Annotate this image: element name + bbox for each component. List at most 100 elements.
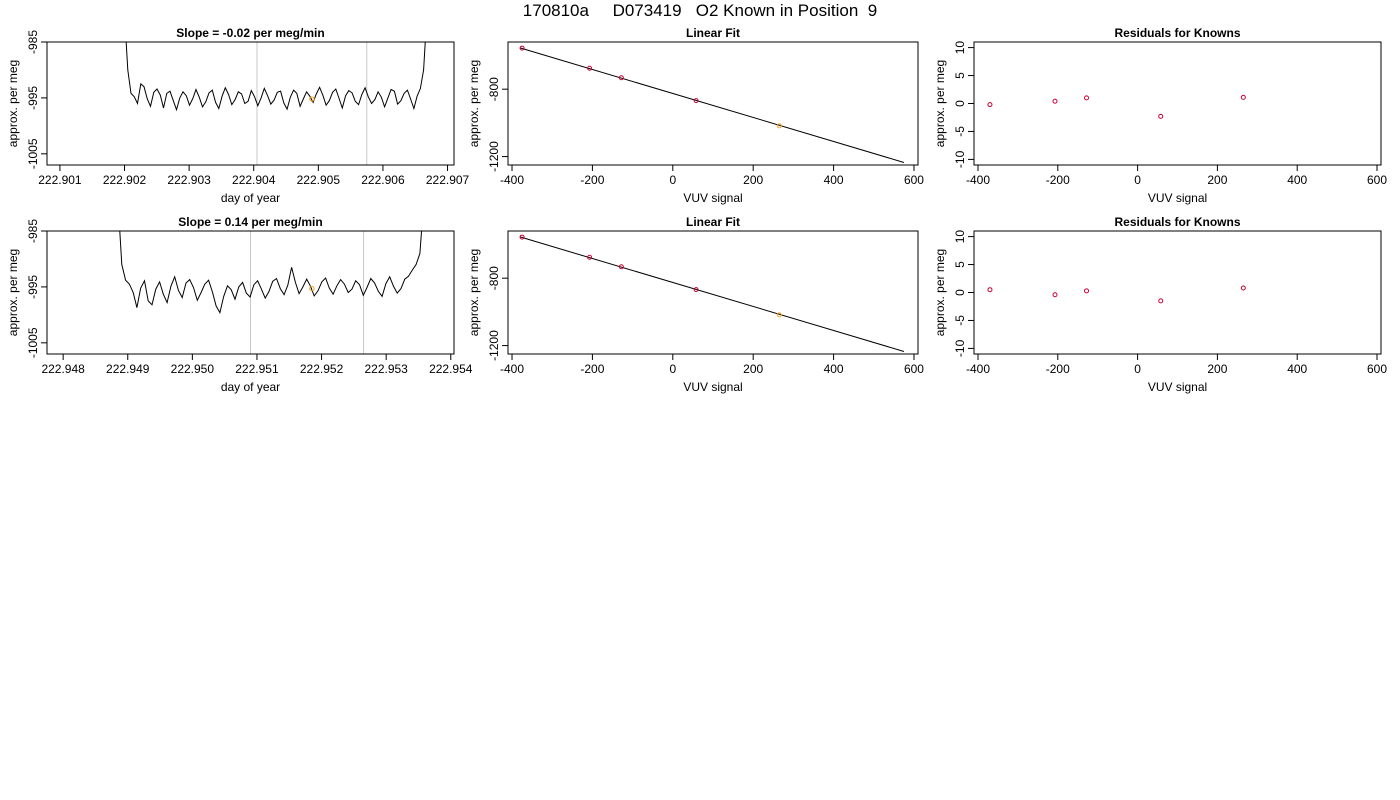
x-tick-label: 400 — [1287, 173, 1307, 187]
x-tick-label: 0 — [1134, 173, 1141, 187]
x-tick-label: 222.906 — [361, 173, 405, 187]
x-tick-label: 222.949 — [106, 362, 150, 376]
plot-area — [519, 45, 905, 163]
chart-title: Linear Fit — [686, 215, 740, 229]
y-tick-label: 0 — [953, 289, 967, 296]
y-tick-label: -800 — [487, 77, 501, 101]
x-tick-label: -400 — [966, 173, 990, 187]
plot-frame — [507, 230, 919, 355]
data-point — [693, 287, 699, 293]
x-tick-label: -200 — [580, 362, 604, 376]
plot-area — [987, 94, 1246, 119]
data-point — [776, 312, 782, 318]
x-axis-label: VUV signal — [683, 380, 742, 394]
x-tick-label: -200 — [1046, 362, 1070, 376]
fit-line — [519, 236, 905, 352]
x-tick-label: 400 — [824, 173, 844, 187]
plot-frame — [46, 230, 455, 355]
y-axis-label: approx. per meg — [6, 249, 20, 336]
data-point — [618, 264, 624, 270]
data-point — [1240, 285, 1246, 291]
y-tick-label: -5 — [953, 315, 967, 326]
y-tick-label: 5 — [953, 72, 967, 79]
y-tick-label: 10 — [953, 230, 967, 244]
x-tick-label: 222.903 — [167, 173, 211, 187]
y-axis-label: approx. per meg — [467, 60, 481, 147]
y-tick-label: -5 — [953, 126, 967, 137]
x-tick-label: 222.904 — [232, 173, 276, 187]
x-tick-label: 222.950 — [171, 362, 215, 376]
x-tick-label: 222.907 — [426, 173, 470, 187]
data-point — [1158, 298, 1164, 304]
y-tick-label: 10 — [953, 41, 967, 55]
data-point — [987, 102, 993, 108]
y-tick-label: 0 — [953, 100, 967, 107]
plot-frame — [46, 41, 455, 166]
plot-frame — [973, 41, 1382, 166]
y-tick-label: -985 — [26, 219, 40, 243]
y-axis-label: approx. per meg — [467, 249, 481, 336]
plot-area — [987, 285, 1246, 304]
x-tick-label: -400 — [500, 173, 524, 187]
y-tick-label: -985 — [26, 30, 40, 54]
page-title: 170810a D073419 O2 Known in Position 9 — [522, 1, 878, 20]
x-axis-label: VUV signal — [683, 191, 742, 205]
x-axis-label: day of year — [221, 191, 280, 205]
data-point — [1240, 94, 1246, 100]
x-axis-label: VUV signal — [1148, 380, 1207, 394]
y-tick-label: -10 — [953, 339, 967, 357]
plot-frame — [507, 41, 919, 166]
data-point — [1084, 288, 1090, 294]
chart-panel-1: Slope = -0.02 per meg/min 222.901 222.902 2… — [6, 26, 470, 205]
x-tick-label: 600 — [1367, 173, 1387, 187]
y-tick-label: -1200 — [487, 141, 501, 172]
data-point — [1052, 98, 1058, 104]
data-point — [519, 45, 525, 51]
plot-frame — [973, 230, 1382, 355]
chart-title: Slope = -0.02 per meg/min — [176, 26, 324, 40]
x-tick-label: -200 — [580, 173, 604, 187]
chart-panel-3: Residuals for Knowns -400 -200 0 200 400 600 10… — [933, 26, 1387, 205]
plot-area — [125, 42, 426, 165]
x-tick-label: 0 — [1134, 362, 1141, 376]
x-tick-label: 200 — [743, 173, 763, 187]
data-point — [1084, 95, 1090, 101]
x-tick-label: 0 — [669, 362, 676, 376]
x-tick-label: 200 — [743, 362, 763, 376]
x-axis-label: VUV signal — [1148, 191, 1207, 205]
data-point — [618, 75, 624, 81]
series-line — [119, 231, 423, 314]
chart-panel-2: Linear Fit -400 -200 0 200 400 600 -800 -1200 VUV… — [467, 26, 924, 205]
y-tick-label: -800 — [487, 266, 501, 290]
x-tick-label: 600 — [1367, 362, 1387, 376]
x-tick-label: 222.948 — [41, 362, 85, 376]
x-tick-label: 600 — [904, 173, 924, 187]
chart-panel-6: Residuals for Knowns -400 -200 0 200 400 600 10… — [933, 215, 1387, 394]
data-point — [587, 254, 593, 260]
data-point — [519, 234, 525, 240]
y-tick-label: -1200 — [487, 330, 501, 361]
x-tick-label: 200 — [1207, 173, 1227, 187]
data-point — [776, 123, 782, 129]
highlight-point — [309, 285, 315, 292]
chart-title: Residuals for Knowns — [1114, 26, 1240, 40]
y-tick-label: -10 — [953, 150, 967, 168]
x-tick-label: 222.953 — [364, 362, 408, 376]
y-tick-label: -1005 — [26, 138, 40, 169]
x-tick-label: 222.902 — [103, 173, 147, 187]
x-tick-label: 400 — [824, 362, 844, 376]
chart-panel-5: Linear Fit -400 -200 0 200 400 600 -800 -1200 VUV… — [467, 215, 924, 394]
chart-panel-4: Slope = 0.14 per meg/min 222.948 222.949 22… — [6, 215, 473, 394]
x-tick-label: 222.905 — [297, 173, 341, 187]
plot-area — [519, 234, 905, 352]
x-tick-label: 222.951 — [235, 362, 279, 376]
data-point — [1158, 113, 1164, 119]
x-tick-label: 222.901 — [38, 173, 82, 187]
y-axis-label: approx. per meg — [6, 60, 20, 147]
data-point — [587, 65, 593, 71]
x-tick-label: 0 — [669, 173, 676, 187]
x-tick-label: 222.952 — [300, 362, 344, 376]
y-tick-label: -995 — [26, 86, 40, 110]
y-tick-label: 5 — [953, 261, 967, 268]
